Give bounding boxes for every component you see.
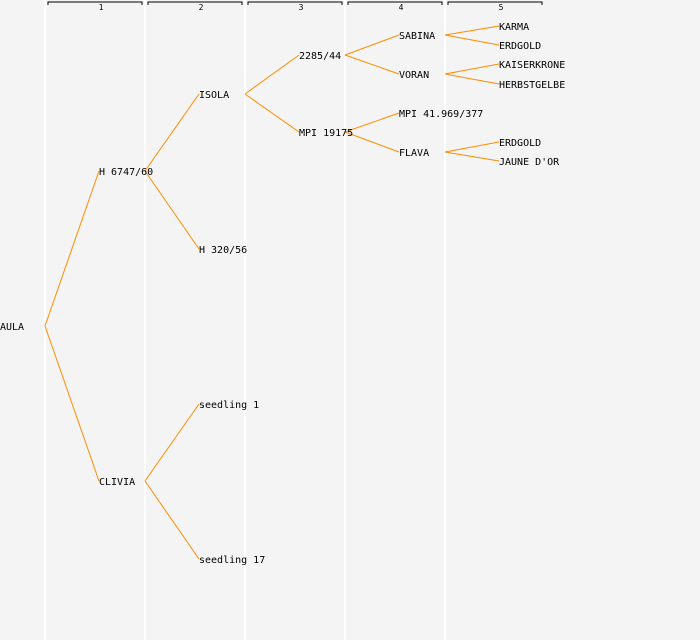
- generation-bracket: [347, 1, 443, 5]
- pedigree-connector: [444, 63, 500, 75]
- generation-bracket: [147, 1, 243, 5]
- ancestor-name[interactable]: seedling 1: [199, 400, 259, 411]
- generation-label: 5: [499, 3, 504, 12]
- ancestor-name[interactable]: HERBSTGELBE: [499, 80, 565, 91]
- generation-bracket: [247, 1, 343, 5]
- ancestor-name[interactable]: KAISERKRONE: [499, 60, 565, 71]
- ancestor-name[interactable]: 2285/44: [299, 51, 341, 62]
- pedigree-connector: [444, 34, 500, 46]
- pedigree-connector: [344, 112, 400, 133]
- pedigree-connector: [144, 403, 200, 482]
- pedigree-connector: [344, 131, 400, 153]
- pedigree-connector: [444, 151, 500, 162]
- ancestor-name[interactable]: ERDGOLD: [499, 138, 541, 149]
- pedigree-connector: [344, 54, 400, 75]
- ancestor-name[interactable]: H 6747/60: [99, 167, 153, 178]
- ancestor-name[interactable]: ISOLA: [199, 90, 229, 101]
- generation-bracket: [47, 1, 143, 5]
- ancestor-name[interactable]: H 320/56: [199, 245, 247, 256]
- ancestor-name[interactable]: VORAN: [399, 70, 429, 81]
- ancestor-name[interactable]: CLIVIA: [99, 477, 135, 488]
- pedigree-connector: [444, 73, 500, 85]
- ancestor-name[interactable]: FLAVA: [399, 148, 429, 159]
- ancestor-name[interactable]: MPI 19175: [299, 128, 353, 139]
- pedigree-connector: [144, 93, 200, 172]
- pedigree-connector: [444, 25, 500, 36]
- pedigree-connector: [244, 93, 300, 133]
- generation-label: 4: [399, 3, 404, 12]
- ancestor-name[interactable]: JAUNE D'OR: [499, 157, 560, 168]
- ancestor-name[interactable]: AULA: [0, 322, 24, 333]
- pedigree-connector: [44, 325, 100, 482]
- pedigree-connector: [144, 170, 200, 250]
- generation-label: 2: [199, 3, 204, 12]
- pedigree-connector: [344, 34, 400, 56]
- generation-label: 3: [299, 3, 304, 12]
- pedigree-connector: [444, 141, 500, 153]
- pedigree-connector: [44, 170, 100, 327]
- ancestor-name[interactable]: MPI 41.969/377: [399, 109, 483, 120]
- generation-bracket: [447, 1, 543, 5]
- ancestor-name[interactable]: seedling 17: [199, 555, 265, 566]
- ancestor-name[interactable]: SABINA: [399, 31, 435, 42]
- pedigree-connector: [244, 54, 300, 95]
- pedigree-connector: [144, 480, 200, 560]
- ancestor-name[interactable]: ERDGOLD: [499, 41, 541, 52]
- generation-label: 1: [99, 3, 104, 12]
- ancestor-name[interactable]: KARMA: [499, 22, 529, 33]
